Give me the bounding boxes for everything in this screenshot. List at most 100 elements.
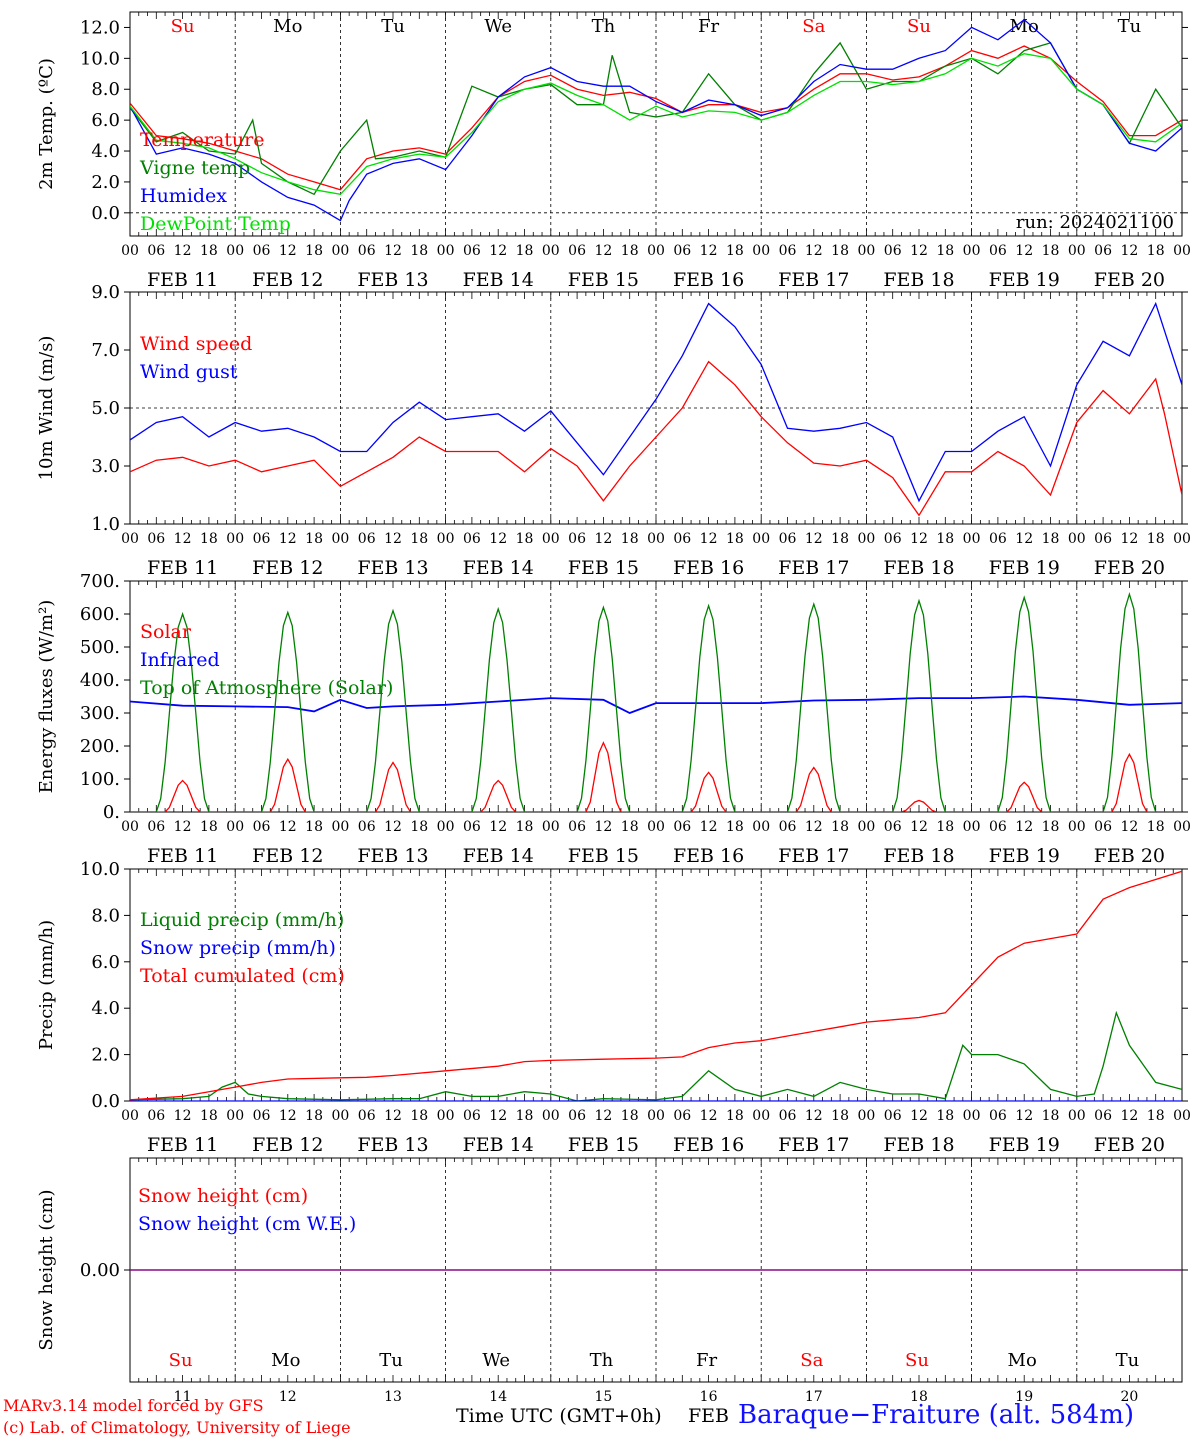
hour-tick-label: 00: [963, 819, 981, 835]
hour-tick-label: 12: [700, 243, 718, 259]
hour-tick-label: 06: [568, 1108, 586, 1124]
hour-tick-label: 12: [805, 1108, 823, 1124]
y-tick-label: 300.: [80, 703, 120, 724]
hour-tick-label: 12: [384, 1108, 402, 1124]
hour-tick-label: 06: [568, 531, 586, 547]
hour-tick-label: 00: [647, 819, 665, 835]
hour-tick-label: 00: [331, 1108, 349, 1124]
hour-tick-label: 06: [358, 531, 376, 547]
date-label: FEB 11: [147, 1134, 218, 1156]
hour-tick-label: 12: [910, 531, 928, 547]
hour-tick-label: 06: [673, 819, 691, 835]
y-tick-label: 400.: [80, 670, 120, 691]
hour-tick-label: 18: [936, 243, 954, 259]
day-number-label: 15: [594, 1389, 612, 1405]
hour-tick-label: 18: [1042, 531, 1060, 547]
hour-tick-label: 06: [147, 1108, 165, 1124]
hour-tick-label: 06: [147, 819, 165, 835]
hour-tick-label: 00: [857, 531, 875, 547]
y-tick-label: 9.0: [91, 282, 120, 303]
hour-tick-label: 06: [779, 1108, 797, 1124]
series-line: [130, 301, 1182, 503]
hour-tick-label: 12: [1120, 531, 1138, 547]
panel-4: 0.0 2.0 4.0 6.0 8.0 10.0 Precip (mm/h) 00 06 12 18…: [36, 859, 1191, 1156]
hour-tick-label: 18: [410, 1108, 428, 1124]
hour-tick-label: 00: [1068, 243, 1086, 259]
hour-tick-label: 06: [1094, 1108, 1112, 1124]
hour-tick-label: 06: [253, 243, 271, 259]
hour-tick-label: 06: [1094, 819, 1112, 835]
legend-entry: DewPoint Temp: [140, 213, 291, 235]
date-label: FEB 12: [252, 269, 323, 291]
y-tick-label: 8.0: [91, 905, 120, 926]
hour-tick-label: 18: [1147, 1108, 1165, 1124]
hour-tick-label: 12: [1120, 243, 1138, 259]
panel-3: 0. 100. 200. 300. 400. 500. 600. 700. Energy flu…: [36, 571, 1191, 867]
y-tick-label: 10.0: [80, 48, 120, 69]
date-label: FEB 11: [147, 557, 218, 579]
hour-tick-label: 06: [568, 819, 586, 835]
hour-tick-label: 06: [253, 531, 271, 547]
day-number-label: 11: [174, 1389, 192, 1405]
hour-tick-label: 00: [752, 1108, 770, 1124]
hour-tick-label: 18: [831, 531, 849, 547]
hour-tick-label: 18: [621, 1108, 639, 1124]
hour-tick-label: 12: [1120, 819, 1138, 835]
hour-tick-label: 00: [121, 1108, 139, 1124]
weekday-label: Tu: [379, 1350, 403, 1371]
hour-tick-label: 00: [437, 1108, 455, 1124]
weekday-label: Mo: [1008, 1350, 1037, 1371]
hour-tick-label: 18: [936, 531, 954, 547]
hour-tick-label: 06: [463, 819, 481, 835]
legend-entry: Snow height (cm W.E.): [138, 1213, 356, 1235]
legend-entry: Total cumulated (cm): [140, 965, 345, 987]
hour-tick-label: 06: [884, 243, 902, 259]
date-label: FEB 12: [252, 1134, 323, 1156]
series-line: [130, 53, 1182, 196]
hour-tick-label: 06: [147, 531, 165, 547]
hour-tick-label: 00: [226, 819, 244, 835]
hour-tick-label: 12: [700, 531, 718, 547]
weekday-label: Su: [907, 16, 931, 37]
hour-tick-label: 06: [358, 243, 376, 259]
y-tick-label: 4.0: [91, 141, 120, 162]
hour-tick-label: 12: [805, 243, 823, 259]
hour-tick-label: 12: [594, 531, 612, 547]
hour-tick-label: 18: [200, 243, 218, 259]
date-label: FEB 16: [673, 557, 744, 579]
date-label: FEB 16: [673, 845, 744, 867]
month-label: FEB: [688, 1405, 730, 1427]
hour-tick-label: 12: [805, 531, 823, 547]
series-line: [130, 45, 1182, 191]
date-label: FEB 15: [568, 557, 639, 579]
day-number-label: 18: [910, 1389, 928, 1405]
y-tick-label: 200.: [80, 736, 120, 757]
legend-entry: Temperature: [140, 129, 264, 151]
y-axis-label: 2m Temp. (ºC): [36, 58, 57, 190]
weekday-label: Tu: [381, 16, 405, 37]
hour-tick-label: 00: [1173, 819, 1191, 835]
y-tick-label: 100.: [80, 769, 120, 790]
date-label: FEB 14: [463, 269, 534, 291]
date-label: FEB 11: [147, 845, 218, 867]
hour-tick-label: 18: [516, 1108, 534, 1124]
hour-tick-label: 12: [174, 1108, 192, 1124]
weekday-label: Mo: [271, 1350, 300, 1371]
y-axis-label: 10m Wind (m/s): [36, 336, 57, 481]
hour-tick-label: 18: [936, 819, 954, 835]
hour-tick-label: 12: [700, 1108, 718, 1124]
hour-tick-label: 06: [779, 531, 797, 547]
weekday-label: Su: [171, 16, 195, 37]
hour-tick-label: 00: [752, 819, 770, 835]
hour-tick-label: 06: [989, 1108, 1007, 1124]
weekday-label: Sa: [802, 16, 825, 37]
hour-tick-label: 12: [1015, 531, 1033, 547]
series-line: [130, 360, 1182, 517]
y-tick-label: 12.0: [80, 17, 120, 38]
weekday-label: Th: [592, 16, 616, 37]
hour-tick-label: 00: [331, 819, 349, 835]
y-tick-label: 500.: [80, 637, 120, 658]
hour-tick-label: 00: [121, 819, 139, 835]
hour-tick-label: 18: [410, 243, 428, 259]
